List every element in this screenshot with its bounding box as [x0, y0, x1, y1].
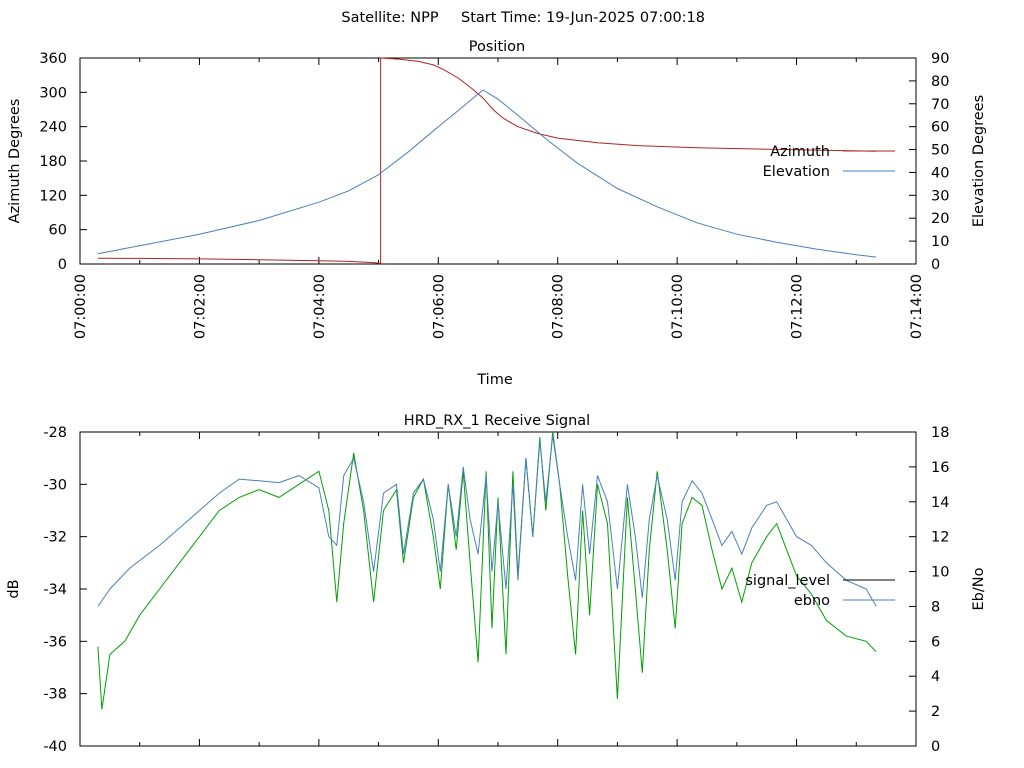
x-tick-label: 07:14:00 — [909, 274, 925, 339]
y-tick-label: 60 — [49, 223, 67, 239]
y-tick-label: -32 — [43, 530, 67, 546]
y2-tick-label: 2 — [931, 704, 940, 720]
y-tick-label: -34 — [43, 582, 67, 598]
y-tick-label: 0 — [58, 257, 67, 273]
y-tick-label: -30 — [43, 477, 67, 493]
x-tick-label: 07:12:00 — [790, 274, 806, 339]
x-tick-label: 07:04:00 — [312, 274, 328, 339]
x-tick-label: 07:00:00 — [73, 274, 89, 339]
y2-tick-label: 70 — [931, 97, 949, 113]
satellite-label: Satellite: NPP — [341, 10, 438, 26]
y-tick-label: -38 — [43, 687, 67, 703]
y2-tick-label: 6 — [931, 634, 940, 650]
legend-label: ebno — [794, 593, 830, 609]
start-time-label: Start Time: 19-Jun-2025 07:00:18 — [461, 10, 705, 26]
azimuth-line — [97, 57, 877, 264]
y2-tick-label: 18 — [931, 425, 949, 441]
y2-tick-label: 16 — [931, 460, 949, 476]
y2-tick-label: 12 — [931, 530, 949, 546]
x-tick-label: 07:08:00 — [551, 274, 567, 339]
y-tick-label: -36 — [43, 634, 67, 650]
elevation-axis-label: Elevation Degrees — [971, 95, 987, 227]
y2-tick-label: 14 — [931, 495, 949, 511]
y2-tick-label: 60 — [931, 120, 949, 136]
y-tick-label: 300 — [39, 85, 67, 101]
db-axis-label: dB — [6, 579, 22, 598]
y-tick-label: 120 — [39, 188, 67, 204]
x-tick-label: 07:06:00 — [431, 274, 447, 339]
azimuth-axis-label: Azimuth Degrees — [7, 99, 23, 224]
y2-tick-label: 20 — [931, 211, 949, 227]
y-tick-label: -28 — [43, 425, 67, 441]
y2-tick-label: 30 — [931, 188, 949, 204]
position-chart-title: Position — [469, 39, 525, 55]
elevation-line — [97, 89, 877, 258]
legend-label: Azimuth — [770, 144, 830, 160]
legend-label: signal_level — [745, 573, 830, 589]
y2-tick-label: 10 — [931, 234, 949, 250]
y2-tick-label: 90 — [931, 51, 949, 67]
y-tick-label: 240 — [39, 120, 67, 136]
y2-tick-label: 50 — [931, 143, 949, 159]
time-axis-label: Time — [476, 372, 513, 388]
y2-tick-label: 0 — [931, 257, 940, 273]
y-tick-label: 360 — [39, 51, 67, 67]
y2-tick-label: 80 — [931, 74, 949, 90]
y-tick-label: -40 — [43, 739, 67, 755]
y2-tick-label: 8 — [931, 599, 940, 615]
legend-label: Elevation — [763, 164, 830, 180]
ebno-axis-label: Eb/No — [971, 567, 987, 610]
x-tick-label: 07:02:00 — [192, 274, 208, 339]
y2-tick-label: 40 — [931, 165, 949, 181]
receive-signal-chart-title: HRD_RX_1 Receive Signal — [404, 413, 590, 429]
y2-tick-label: 4 — [931, 669, 940, 685]
y-tick-label: 180 — [39, 154, 67, 170]
y2-tick-label: 0 — [931, 739, 940, 755]
y2-tick-label: 10 — [931, 565, 949, 581]
ebno-line — [97, 435, 877, 607]
x-tick-label: 07:10:00 — [670, 274, 686, 339]
